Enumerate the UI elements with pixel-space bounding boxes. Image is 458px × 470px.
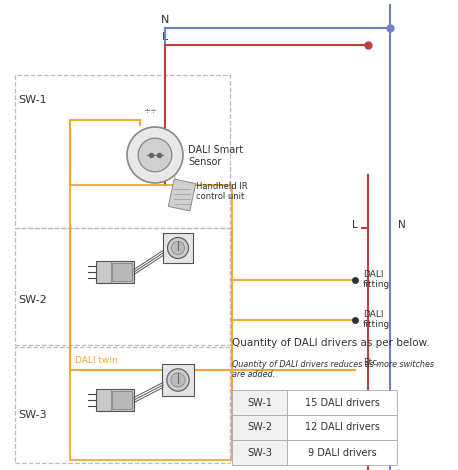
Bar (15, 228, 230, 345)
Bar (169, 179, 196, 211)
Bar (96, 389, 134, 411)
Bar (232, 440, 287, 465)
Text: Quantity of DALI drivers reduces as more switches
are added.: Quantity of DALI drivers reduces as more… (232, 360, 434, 379)
Text: SW-3: SW-3 (18, 410, 47, 420)
Text: ÷÷: ÷÷ (143, 106, 157, 115)
Bar (287, 440, 397, 465)
Text: N: N (161, 15, 169, 25)
Text: DALI
fitting: DALI fitting (363, 270, 390, 290)
Circle shape (168, 237, 189, 258)
Bar (96, 261, 134, 283)
Text: DALI twin: DALI twin (75, 356, 118, 365)
Text: 12 DALI drivers: 12 DALI drivers (305, 423, 379, 432)
Text: N: N (398, 220, 406, 230)
Text: DALI Smart
Sensor: DALI Smart Sensor (188, 145, 243, 166)
Text: 15 DALI drivers: 15 DALI drivers (305, 398, 379, 407)
Text: Handheld IR
control unit: Handheld IR control unit (196, 182, 248, 202)
Bar (112, 391, 132, 409)
Bar (112, 263, 132, 281)
Circle shape (171, 242, 185, 255)
Bar (15, 75, 230, 228)
Text: SW-3: SW-3 (247, 447, 272, 457)
Text: Quantity of DALI drivers as per below.: Quantity of DALI drivers as per below. (232, 338, 430, 348)
Text: SW-1: SW-1 (18, 95, 47, 105)
Bar (232, 415, 287, 440)
Text: 9 DALI drivers: 9 DALI drivers (308, 447, 376, 457)
Text: DALI
fitting: DALI fitting (363, 310, 390, 329)
Bar (15, 347, 230, 463)
Text: L: L (352, 220, 358, 230)
Text: SW-2: SW-2 (18, 295, 47, 305)
Circle shape (171, 373, 185, 387)
Bar (287, 390, 397, 415)
Bar (70, 185, 232, 460)
Circle shape (138, 138, 172, 172)
Circle shape (127, 127, 183, 183)
Bar (287, 415, 397, 440)
Circle shape (167, 369, 189, 391)
Text: Etc.: Etc. (363, 358, 380, 367)
Bar (162, 364, 194, 396)
Text: SW-2: SW-2 (247, 423, 272, 432)
Text: SW-1: SW-1 (247, 398, 272, 407)
Text: L: L (162, 32, 168, 42)
Bar (163, 233, 193, 263)
Bar (232, 390, 287, 415)
